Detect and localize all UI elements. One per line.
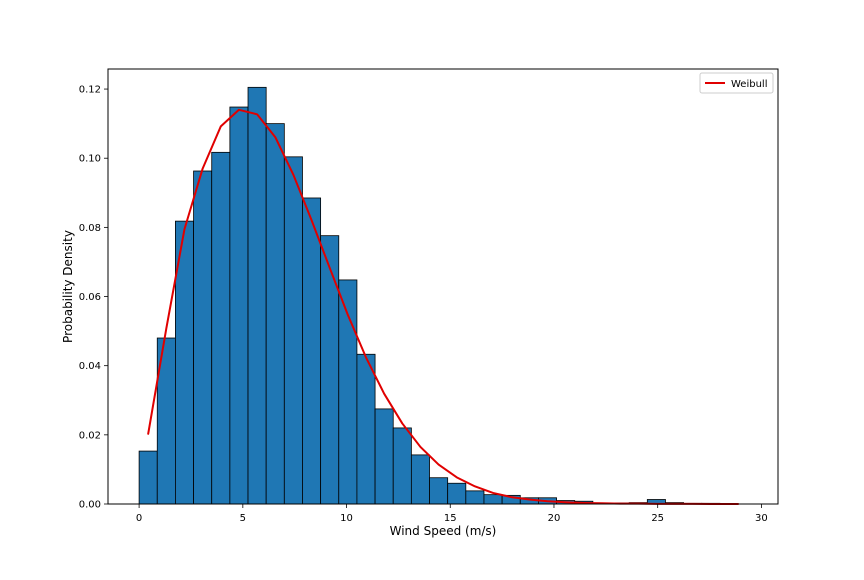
- histogram-bar: [212, 152, 230, 504]
- x-tick-label: 25: [651, 513, 664, 524]
- histogram-bar: [393, 428, 411, 504]
- histogram-bar: [248, 87, 266, 504]
- histogram-bar: [357, 354, 375, 504]
- histogram-bar: [194, 171, 212, 504]
- histogram-bar: [230, 107, 248, 504]
- y-tick-label: 0.06: [79, 292, 101, 303]
- legend-label-weibull: Weibull: [731, 79, 767, 90]
- histogram-bar: [448, 483, 466, 504]
- histogram-bar: [484, 495, 502, 504]
- y-tick-label: 0.00: [79, 500, 101, 511]
- y-tick-label: 0.04: [79, 361, 101, 372]
- x-tick-label: 15: [444, 513, 457, 524]
- histogram-bar: [466, 491, 484, 504]
- y-tick-label: 0.02: [79, 430, 101, 441]
- x-axis-label: Wind Speed (m/s): [390, 524, 497, 538]
- histogram-bar: [321, 236, 339, 504]
- histogram-bar: [430, 478, 448, 504]
- x-tick-label: 10: [340, 513, 353, 524]
- histogram-bar: [139, 451, 157, 504]
- y-axis-label: Probability Density: [61, 230, 75, 343]
- x-tick-label: 20: [548, 513, 561, 524]
- histogram-bar: [284, 157, 302, 504]
- y-tick-label: 0.12: [79, 85, 101, 96]
- histogram-bar: [302, 198, 320, 504]
- y-tick-label: 0.10: [79, 154, 101, 165]
- histogram-bar: [375, 409, 393, 504]
- x-tick-label: 5: [240, 513, 246, 524]
- x-tick-label: 30: [755, 513, 768, 524]
- legend: Weibull: [700, 73, 773, 93]
- y-tick-label: 0.08: [79, 223, 101, 234]
- histogram-bar: [266, 124, 284, 504]
- x-tick-label: 0: [136, 513, 142, 524]
- histogram-bar: [411, 455, 429, 504]
